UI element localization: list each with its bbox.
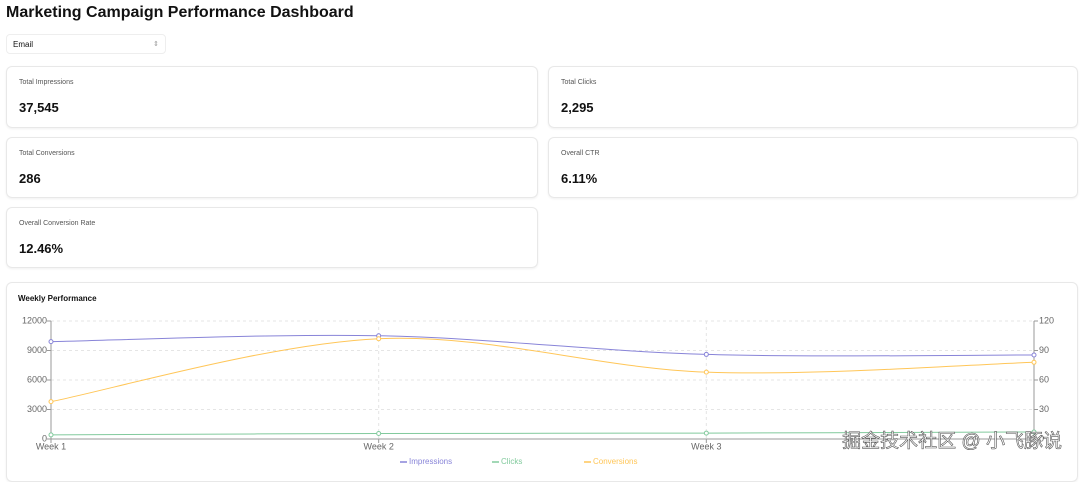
data-point: [703, 369, 709, 375]
y-tick-label: 6000: [27, 374, 47, 384]
metric-value: 286: [19, 171, 41, 186]
metric-card: Total Conversions 286: [6, 137, 538, 198]
data-point: [48, 399, 54, 405]
page-title: Marketing Campaign Performance Dashboard: [6, 4, 354, 21]
metric-value: 12.46%: [19, 241, 64, 256]
x-tick-label: Week 1: [36, 441, 66, 451]
legend-label: Clicks: [501, 457, 522, 466]
data-point: [1031, 429, 1037, 435]
data-point: [48, 432, 54, 438]
data-point: [703, 351, 709, 357]
metric-label: Total Clicks: [561, 79, 597, 86]
data-point: [376, 430, 382, 436]
y2-tick-label: 0: [1039, 433, 1044, 443]
legend-label: Conversions: [593, 457, 637, 466]
x-tick-label: Week 3: [691, 441, 721, 451]
select-value: Email: [13, 40, 34, 49]
data-point: [376, 336, 382, 342]
chart-title: Weekly Performance: [18, 294, 97, 303]
watermark: 掘金技术社区 @ 小飞豚说: [842, 430, 1062, 452]
metric-label: Overall CTR: [561, 150, 600, 157]
data-point: [48, 339, 54, 345]
metric-value: 2,295: [561, 100, 594, 115]
data-point: [1031, 359, 1037, 365]
y-tick-label: 12000: [22, 315, 47, 325]
legend-label: Impressions: [409, 457, 452, 466]
metric-value: 37,545: [19, 100, 59, 115]
x-tick-label: Week 2: [363, 441, 393, 451]
y2-tick-label: 120: [1039, 315, 1054, 325]
channel-select[interactable]: Email ⇕: [6, 34, 166, 54]
metric-label: Total Conversions: [19, 150, 75, 157]
y2-tick-label: 60: [1039, 374, 1049, 384]
series-line: [50, 334, 1035, 357]
metric-card: Overall Conversion Rate 12.46%: [6, 207, 538, 268]
series-line: [50, 431, 1035, 436]
metric-label: Overall Conversion Rate: [19, 220, 96, 227]
data-point: [1031, 352, 1037, 358]
metric-card: Total Clicks 2,295: [548, 66, 1078, 128]
select-arrow: ⇕: [153, 41, 159, 48]
metric-card: Overall CTR 6.11%: [548, 137, 1078, 198]
series-line: [50, 337, 1035, 403]
metric-card: Total Impressions 37,545: [6, 66, 538, 128]
y-tick-label: 0: [42, 433, 47, 443]
y2-tick-label: 30: [1039, 404, 1049, 414]
y2-tick-label: 90: [1039, 345, 1049, 355]
data-point: [703, 430, 709, 436]
metric-value: 6.11%: [561, 171, 598, 186]
y-tick-label: 3000: [27, 404, 47, 414]
y-tick-label: 9000: [27, 345, 47, 355]
metric-label: Total Impressions: [19, 79, 74, 86]
